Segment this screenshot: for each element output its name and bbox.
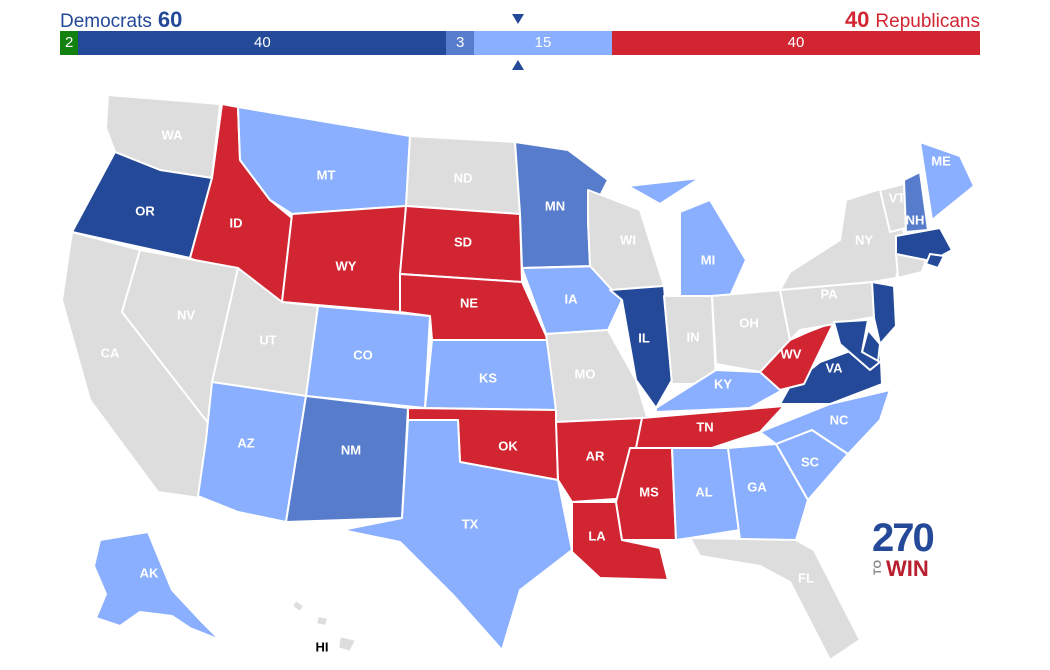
state-label-mi: MI bbox=[701, 252, 715, 267]
seat-bar-segment-likely_dem: 3 bbox=[446, 31, 474, 55]
state-label-va: VA bbox=[825, 360, 843, 375]
state-ri[interactable] bbox=[925, 253, 945, 269]
state-label-ca: CA bbox=[101, 345, 120, 360]
republicans-label: Republicans bbox=[875, 11, 980, 32]
state-md[interactable] bbox=[833, 319, 881, 371]
state-mi[interactable] bbox=[627, 177, 747, 297]
state-label-hi: HI bbox=[316, 639, 329, 654]
state-label-wi: WI bbox=[620, 232, 636, 247]
state-label-ut: UT bbox=[259, 332, 276, 347]
logo-to: TO bbox=[872, 560, 884, 576]
state-label-in: IN bbox=[687, 329, 700, 344]
state-label-az: AZ bbox=[237, 435, 254, 450]
totals-header: Democrats 60 40 Republicans bbox=[60, 4, 980, 33]
state-label-nv: NV bbox=[177, 307, 195, 322]
majority-marker-bottom-icon bbox=[512, 60, 524, 70]
seat-bar-segment-other: 2 bbox=[60, 31, 79, 55]
democrats-count: 60 bbox=[157, 7, 183, 32]
state-label-me: ME bbox=[931, 153, 951, 168]
state-al[interactable] bbox=[671, 447, 741, 541]
state-label-mt: MT bbox=[317, 167, 336, 182]
state-label-ar: AR bbox=[586, 448, 605, 463]
state-hi[interactable] bbox=[291, 599, 357, 653]
state-label-wa: WA bbox=[162, 127, 184, 142]
state-label-al: AL bbox=[695, 484, 712, 499]
state-nc[interactable] bbox=[759, 389, 891, 455]
state-label-nc: NC bbox=[830, 412, 849, 427]
state-label-co: CO bbox=[353, 347, 373, 362]
logo-win: WIN bbox=[886, 556, 929, 581]
republicans-total: 40 Republicans bbox=[845, 7, 980, 33]
republicans-count: 40 bbox=[844, 7, 870, 32]
state-label-mn: MN bbox=[545, 198, 565, 213]
state-label-sc: SC bbox=[801, 454, 820, 469]
state-label-ne: NE bbox=[460, 295, 478, 310]
state-tn[interactable] bbox=[635, 405, 785, 449]
state-label-nm: NM bbox=[341, 442, 361, 457]
state-label-or: OR bbox=[135, 203, 155, 218]
democrats-label: Democrats bbox=[60, 11, 152, 32]
state-label-il: IL bbox=[638, 330, 650, 345]
state-label-wv: WV bbox=[781, 346, 802, 361]
state-ak[interactable] bbox=[93, 531, 221, 641]
state-label-ny: NY bbox=[855, 232, 873, 247]
state-fl[interactable] bbox=[689, 537, 861, 661]
state-label-tx: TX bbox=[462, 516, 479, 531]
state-label-nd: ND bbox=[454, 170, 473, 185]
state-label-ak: AK bbox=[140, 565, 159, 580]
state-label-wy: WY bbox=[336, 258, 357, 273]
state-label-la: LA bbox=[588, 528, 606, 543]
seat-bar-segment-safe_rep: 40 bbox=[611, 31, 980, 55]
state-ga[interactable] bbox=[727, 443, 809, 541]
logo-number: 270 bbox=[872, 516, 935, 560]
state-label-sd: SD bbox=[454, 234, 472, 249]
state-label-tn: TN bbox=[696, 419, 713, 434]
state-label-pa: PA bbox=[820, 286, 838, 301]
state-label-mo: MO bbox=[575, 366, 596, 381]
state-nj[interactable] bbox=[871, 281, 897, 345]
state-ms[interactable] bbox=[615, 447, 677, 541]
state-label-fl: FL bbox=[798, 570, 814, 585]
state-label-ky: KY bbox=[714, 376, 732, 391]
state-label-oh: OH bbox=[739, 315, 759, 330]
state-label-ga: GA bbox=[747, 479, 767, 494]
state-label-vt: VT bbox=[889, 190, 906, 205]
state-nm[interactable] bbox=[285, 395, 409, 523]
state-label-ks: KS bbox=[479, 370, 497, 385]
democrats-total: Democrats 60 bbox=[60, 7, 182, 33]
seat-bar-segment-leans_dem: 15 bbox=[473, 31, 612, 55]
state-tx[interactable] bbox=[341, 419, 573, 651]
state-label-nh: NH bbox=[906, 212, 925, 227]
state-label-ok: OK bbox=[498, 438, 518, 453]
seat-bar-segment-safe_dem: 40 bbox=[78, 31, 447, 55]
state-label-id: ID bbox=[230, 215, 243, 230]
state-ct[interactable] bbox=[895, 253, 927, 279]
majority-marker-top-icon bbox=[512, 14, 524, 24]
state-label-ia: IA bbox=[565, 291, 579, 306]
seat-balance-bar: 2 40 3 15 40 bbox=[60, 31, 980, 55]
state-me[interactable] bbox=[919, 141, 975, 221]
270-to-win-logo: 270 TO WIN bbox=[872, 518, 942, 582]
state-label-ms: MS bbox=[639, 484, 659, 499]
